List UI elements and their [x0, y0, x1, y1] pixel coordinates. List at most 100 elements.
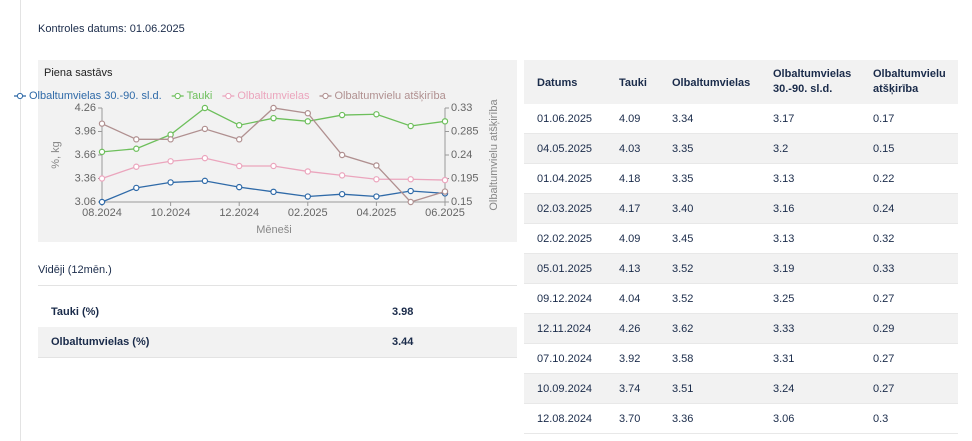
point — [235, 162, 243, 170]
table-cell: 4.18 — [619, 173, 641, 185]
point — [235, 122, 243, 129]
average-row — [38, 297, 517, 328]
table-cell: 3.17 — [773, 113, 795, 125]
table-cell: 01.04.2025 — [537, 173, 593, 185]
legend-label: Olbaltumvielu atšķirība — [335, 90, 447, 102]
table-cell: 0.32 — [873, 233, 895, 245]
point — [235, 183, 243, 191]
y2-axis-label: Olbaltumvielu atšķirība — [488, 98, 500, 210]
point — [441, 118, 449, 125]
average-value: 3.98 — [392, 306, 414, 318]
point — [338, 190, 346, 198]
table-cell: 09.12.2024 — [537, 293, 593, 305]
chart: Piena sastāvs Mēneši %, kg Olbaltumvielu… — [14, 60, 517, 242]
table-row — [524, 284, 958, 314]
table-cell: 3.70 — [619, 413, 641, 425]
table-cell: 01.06.2025 — [537, 113, 593, 125]
point — [338, 172, 346, 179]
table-cell: 3.52 — [672, 263, 694, 275]
table-cell: 07.10.2024 — [537, 353, 593, 365]
table-cell: 4.26 — [619, 323, 641, 335]
average-label: Olbaltumvielas (%) — [51, 336, 150, 348]
header-cell: Olbaltumvielas 30.-90. sl.d. — [773, 68, 852, 95]
point — [373, 193, 380, 200]
table-row — [524, 254, 958, 284]
point — [270, 114, 277, 122]
point — [167, 179, 174, 186]
point — [441, 176, 449, 184]
table-cell: 3.34 — [672, 113, 694, 125]
table-cell: 3.33 — [773, 323, 795, 335]
table-cell: 10.09.2024 — [537, 383, 593, 395]
legend-marker — [174, 92, 181, 100]
table-row — [524, 194, 958, 224]
point — [270, 188, 277, 196]
table-cell: 3.74 — [619, 383, 641, 395]
table-cell: 0.27 — [873, 293, 895, 305]
header-cell: Tauki — [619, 77, 647, 89]
table-row — [524, 164, 958, 194]
legend-label: Tauki — [187, 90, 213, 102]
chart-title: Piena sastāvs — [44, 67, 113, 79]
point — [373, 162, 380, 169]
point — [407, 122, 414, 130]
table-cell: 3.58 — [672, 353, 694, 365]
point — [167, 136, 174, 143]
point — [201, 104, 209, 112]
table-row — [524, 314, 958, 344]
legend-label: Olbaltumvielas 30.-90. sl.d. — [29, 90, 162, 102]
y-tick-label: 4.26 — [75, 102, 96, 114]
y2-tick-label: 0.285 — [451, 125, 479, 137]
table-row — [524, 104, 958, 134]
legend-label: Olbaltumvielas — [237, 90, 310, 102]
table-cell: 3.45 — [672, 233, 694, 245]
table-cell: 3.31 — [773, 353, 795, 365]
y-tick-label: 3.96 — [75, 125, 96, 137]
table-cell: 0.24 — [873, 203, 895, 215]
y-tick-label: 3.66 — [75, 149, 96, 161]
y2-tick-label: 0.33 — [451, 102, 472, 114]
point — [133, 184, 140, 192]
point — [133, 145, 140, 152]
table-cell: 3.52 — [672, 293, 694, 305]
table-cell: 3.40 — [672, 203, 694, 215]
x-tick-label: 02.2025 — [288, 207, 328, 219]
table-cell: 0.27 — [873, 353, 895, 365]
point — [270, 104, 277, 112]
point — [373, 176, 380, 183]
averages-title: Vidēji (12mēn.) — [38, 264, 112, 276]
point — [304, 110, 311, 117]
x-tick-label: 08.2024 — [82, 207, 122, 219]
divider — [38, 285, 517, 286]
table-cell: 0.29 — [873, 323, 895, 335]
point — [304, 118, 311, 125]
table-cell: 12.08.2024 — [537, 413, 593, 425]
average-row — [38, 327, 517, 358]
table-cell: 0.33 — [873, 263, 895, 275]
table-cell: 12.11.2024 — [537, 323, 592, 335]
header-cell: Datums — [537, 77, 578, 89]
point — [98, 198, 106, 206]
table-row — [524, 404, 958, 434]
table-cell: 3.24 — [773, 383, 795, 395]
y-axis-label: %, kg — [50, 141, 62, 169]
table-cell: 4.09 — [619, 233, 641, 245]
table-cell: 3.62 — [672, 323, 694, 335]
table-row — [524, 344, 958, 374]
table-cell: 3.92 — [619, 353, 641, 365]
y2-tick-label: 0.195 — [451, 172, 479, 184]
table-cell: 3.35 — [672, 173, 694, 185]
table-cell: 4.13 — [619, 263, 641, 275]
point — [201, 154, 209, 162]
point — [407, 198, 414, 206]
table-cell: 04.05.2025 — [537, 143, 593, 155]
x-tick-label: 12.2024 — [219, 207, 259, 219]
table-cell: 3.36 — [672, 413, 694, 425]
point — [133, 136, 140, 143]
header-cell: Olbaltumvielas — [672, 77, 751, 89]
table-header-bg — [524, 60, 958, 104]
point — [201, 125, 209, 133]
average-value: 3.44 — [392, 336, 414, 348]
table-cell: 0.15 — [873, 143, 895, 155]
